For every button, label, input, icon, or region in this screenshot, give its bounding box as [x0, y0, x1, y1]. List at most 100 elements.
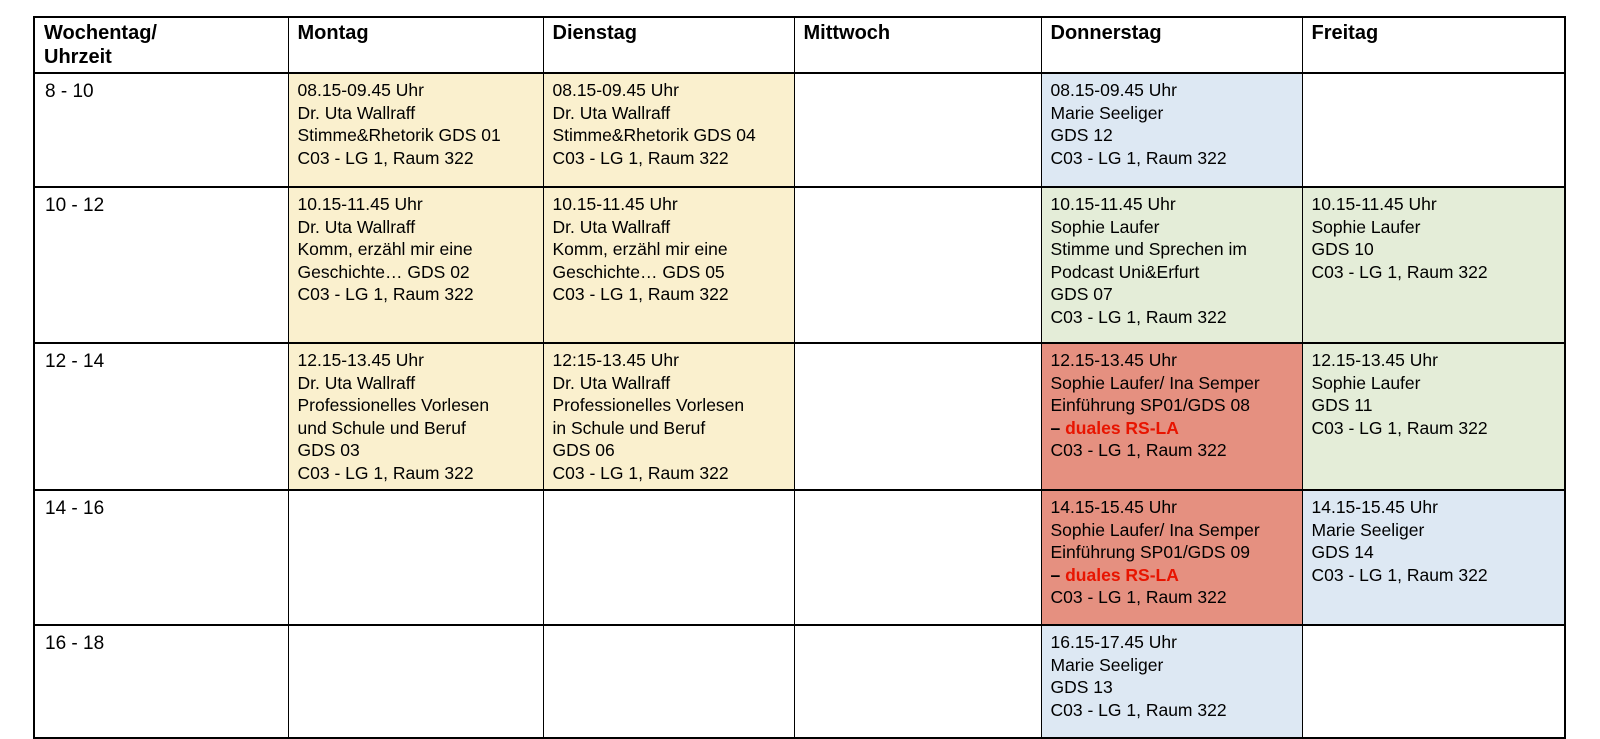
- schedule-row-1: 10 - 12 10.15-11.45 Uhr Dr. Uta Wallraff Ko…: [33, 186, 1566, 344]
- cell-text-line: Podcast Uni&Erfurt: [1050, 261, 1200, 282]
- cell-text-line: GDS 11: [1311, 395, 1373, 415]
- cell-text-line: Marie Seeliger: [1050, 654, 1164, 675]
- dash-prefix: –: [1050, 564, 1066, 585]
- cell-text-line: Marie Seeliger: [1311, 519, 1425, 540]
- schedule-row-3: 14 - 16 14.15-15.45 Uhr Sophie Laufer/ Ina…: [33, 489, 1566, 626]
- cell-text-line: Geschichte… GDS 02: [297, 261, 470, 282]
- column-header-montag: Montag: [287, 16, 544, 74]
- cell-donnerstag-row4: 16.15-17.45 Uhr Marie Seeliger GDS 13 C03 -…: [1040, 624, 1303, 739]
- cell-montag-row2: 12.15-13.45 Uhr Dr. Uta Wallraff Professio…: [287, 342, 544, 491]
- cell-text-line: Stimme und Sprechen im: [1050, 239, 1247, 259]
- cell-text-line: 08.15-09.45 Uhr: [1050, 80, 1177, 100]
- cell-text-line: 12:15-13.45 Uhr: [552, 350, 679, 370]
- cell-text-line: Dr. Uta Wallraff: [552, 216, 671, 237]
- cell-text-line: C03 - LG 1, Raum 322: [297, 147, 474, 168]
- cell-freitag-row0: [1301, 72, 1566, 188]
- cell-dienstag-row2: 12:15-13.45 Uhr Dr. Uta Wallraff Professio…: [542, 342, 795, 491]
- cell-donnerstag-row1: 10.15-11.45 Uhr Sophie Laufer Stimme und S…: [1040, 186, 1303, 344]
- cell-montag-row4: [287, 624, 544, 739]
- cell-text-line: GDS 13: [1050, 677, 1113, 697]
- cell-text-line: C03 - LG 1, Raum 322: [1311, 261, 1488, 282]
- cell-donnerstag-row0: 08.15-09.45 Uhr Marie Seeliger GDS 12 C03 -…: [1040, 72, 1303, 188]
- cell-text-line: C03 - LG 1, Raum 322: [1311, 417, 1488, 438]
- cell-text-line: C03 - LG 1, Raum 322: [552, 284, 729, 304]
- cell-dienstag-row1: 10.15-11.45 Uhr Dr. Uta Wallraff Komm, erz…: [542, 186, 795, 344]
- cell-text-line: Dr. Uta Wallraff: [297, 216, 416, 237]
- cell-dienstag-row4: [542, 624, 795, 739]
- cell-text-line: C03 - LG 1, Raum 322: [297, 284, 474, 304]
- cell-montag-row3: [287, 489, 544, 626]
- schedule-row-4: 16 - 18 16.15-17.45 Uhr Marie Seeliger GDS …: [33, 624, 1566, 739]
- cell-text-line: 16.15-17.45 Uhr: [1050, 632, 1177, 652]
- column-header-donnerstag: Donnerstag: [1040, 16, 1303, 74]
- cell-text-line: 08.15-09.45 Uhr: [552, 80, 679, 100]
- time-slot-label-2: 12 - 14: [33, 342, 289, 491]
- cell-mittwoch-row3: [793, 489, 1042, 626]
- cell-text-line: C03 - LG 1, Raum 322: [1050, 440, 1227, 460]
- cell-text-line: Stimme&Rhetorik GDS 01: [297, 125, 501, 145]
- time-slot-label-0: 8 - 10: [33, 72, 289, 188]
- cell-text-line: C03 - LG 1, Raum 322: [552, 462, 729, 483]
- cell-text-line: Komm, erzähl mir eine: [552, 239, 728, 259]
- cell-text-line: 08.15-09.45 Uhr: [297, 80, 424, 100]
- cell-text-line: GDS 10: [1311, 239, 1374, 259]
- cell-text-line: GDS 07: [1050, 284, 1113, 304]
- column-header-dienstag: Dienstag: [542, 16, 795, 74]
- schedule-row-0: 8 - 10 08.15-09.45 Uhr Dr. Uta Wallraff Sti…: [33, 72, 1566, 188]
- cell-text-line: 10.15-11.45 Uhr: [1050, 194, 1176, 214]
- cell-text-line: GDS 06: [552, 440, 615, 460]
- column-header-time: Wochentag/ Uhrzeit: [33, 16, 289, 74]
- cell-mittwoch-row2: [793, 342, 1042, 491]
- cell-donnerstag-row2: 12.15-13.45 Uhr Sophie Laufer/ Ina Semper…: [1040, 342, 1303, 491]
- weekly-schedule-table: Wochentag/ Uhrzeit Montag Dienstag Mittwoch…: [33, 16, 1566, 739]
- cell-text-line: GDS 12: [1050, 125, 1113, 145]
- schedule-row-2: 12 - 14 12.15-13.45 Uhr Dr. Uta Wallraff Pr…: [33, 342, 1566, 491]
- cell-text-line: C03 - LG 1, Raum 322: [552, 147, 729, 168]
- cell-text-line: Komm, erzähl mir eine: [297, 239, 473, 259]
- column-header-mittwoch: Mittwoch: [793, 16, 1042, 74]
- cell-text-line: Dr. Uta Wallraff: [297, 102, 416, 123]
- header-row: Wochentag/ Uhrzeit Montag Dienstag Mittwoch…: [33, 16, 1566, 74]
- cell-text-line: C03 - LG 1, Raum 322: [1050, 699, 1227, 720]
- cell-dienstag-row3: [542, 489, 795, 626]
- highlighted-red-text: duales RS-LA: [1065, 417, 1179, 438]
- cell-text-line: 14.15-15.45 Uhr: [1050, 497, 1177, 517]
- cell-text-line: 10.15-11.45 Uhr: [297, 194, 423, 214]
- cell-text-line: Sophie Laufer: [1050, 216, 1160, 237]
- schedule-body: 8 - 10 08.15-09.45 Uhr Dr. Uta Wallraff Sti…: [33, 72, 1566, 739]
- cell-text-line: Professionelles Vorlesen: [552, 395, 745, 415]
- cell-text-line: C03 - LG 1, Raum 322: [1050, 306, 1227, 327]
- cell-text-line: Stimme&Rhetorik GDS 04: [552, 125, 756, 145]
- time-slot-label-3: 14 - 16: [33, 489, 289, 626]
- time-slot-label-1: 10 - 12: [33, 186, 289, 344]
- cell-text-line: C03 - LG 1, Raum 322: [297, 462, 474, 483]
- cell-text-line: Sophie Laufer: [1311, 372, 1421, 393]
- cell-text-line: C03 - LG 1, Raum 322: [1311, 564, 1488, 585]
- cell-text-line: Sophie Laufer/ Ina Semper: [1050, 372, 1260, 393]
- highlighted-red-text: duales RS-LA: [1065, 564, 1179, 585]
- cell-montag-row0: 08.15-09.45 Uhr Dr. Uta Wallraff Stimme&Rh…: [287, 72, 544, 188]
- cell-text-line: Dr. Uta Wallraff: [552, 102, 671, 123]
- cell-freitag-row3: 14.15-15.45 Uhr Marie Seeliger GDS 14 C03 -…: [1301, 489, 1566, 626]
- cell-text-line: Einführung SP01/GDS 09: [1050, 542, 1250, 562]
- cell-text-line: 12.15-13.45 Uhr: [297, 350, 424, 370]
- cell-text-line: Marie Seeliger: [1050, 102, 1164, 123]
- cell-text-line: Dr. Uta Wallraff: [297, 372, 416, 393]
- cell-donnerstag-row3: 14.15-15.45 Uhr Sophie Laufer/ Ina Semper…: [1040, 489, 1303, 626]
- cell-mittwoch-row0: [793, 72, 1042, 188]
- cell-text-line: und Schule und Beruf: [297, 417, 466, 438]
- cell-dienstag-row0: 08.15-09.45 Uhr Dr. Uta Wallraff Stimme&Rh…: [542, 72, 795, 188]
- cell-text-line: Sophie Laufer/ Ina Semper: [1050, 519, 1260, 540]
- cell-text-line: Einführung SP01/GDS 08: [1050, 395, 1250, 415]
- cell-montag-row1: 10.15-11.45 Uhr Dr. Uta Wallraff Komm, erz…: [287, 186, 544, 344]
- cell-freitag-row2: 12.15-13.45 Uhr Sophie Laufer GDS 11 C03 - …: [1301, 342, 1566, 491]
- cell-text-line: 12.15-13.45 Uhr: [1311, 350, 1438, 370]
- cell-text-line: 12.15-13.45 Uhr: [1050, 350, 1177, 370]
- cell-mittwoch-row4: [793, 624, 1042, 739]
- cell-text-line: C03 - LG 1, Raum 322: [1050, 147, 1227, 168]
- cell-text-line: Sophie Laufer: [1311, 216, 1421, 237]
- cell-text-line: 10.15-11.45 Uhr: [552, 194, 678, 214]
- cell-text-line: 10.15-11.45 Uhr: [1311, 194, 1437, 214]
- cell-text-line: – duales RS-LA: [1051, 564, 1293, 587]
